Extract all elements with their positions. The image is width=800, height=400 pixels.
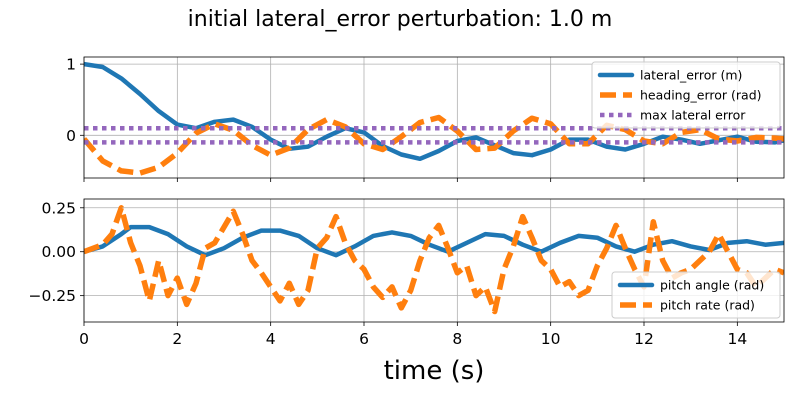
legend-label: lateral_error (m) [640, 68, 742, 83]
x-tick-label: 14 [727, 330, 747, 348]
x-tick-label: 8 [452, 330, 462, 348]
legend-box [591, 61, 781, 129]
y-tick-label: 0.00 [41, 243, 76, 261]
legend-label: pitch angle (rad) [660, 278, 764, 293]
legend-label: max lateral error [640, 108, 746, 123]
legend-label: heading_error (rad) [640, 88, 762, 103]
x-tick-label: 6 [359, 330, 369, 348]
y-tick-label: −0.25 [29, 287, 77, 305]
x-tick-label: 10 [541, 330, 561, 348]
series-line-pitch-angle-rad [84, 224, 784, 258]
axes-frame [83, 56, 785, 179]
legend: pitch angle (rad) pitch rate (rad) [611, 271, 781, 319]
axes-top: 0 1 lateral_error (m) heading_error (rad) ma… [66, 56, 785, 182]
legend: lateral_error (m) heading_error (rad) max … [591, 61, 781, 129]
y-tick-label: 1 [66, 56, 76, 74]
axes-frame [83, 198, 785, 323]
x-axis-label: time (s) [384, 356, 485, 386]
x-tick-label: 0 [79, 330, 89, 348]
y-tick-label: 0 [66, 127, 76, 145]
legend-label: pitch rate (rad) [660, 298, 755, 313]
x-tick-label: 2 [172, 330, 182, 348]
figure-title: initial lateral_error perturbation: 1.0 … [188, 7, 613, 32]
legend-box [611, 271, 781, 319]
x-tick-label: 4 [266, 330, 276, 348]
y-tick-label: 0.25 [41, 199, 76, 217]
x-tick-label: 12 [634, 330, 654, 348]
axes-bottom: 0 2 4 6 8 10 12 14 −0.25 0.00 0.25 pitch angle (rad… [29, 198, 785, 348]
